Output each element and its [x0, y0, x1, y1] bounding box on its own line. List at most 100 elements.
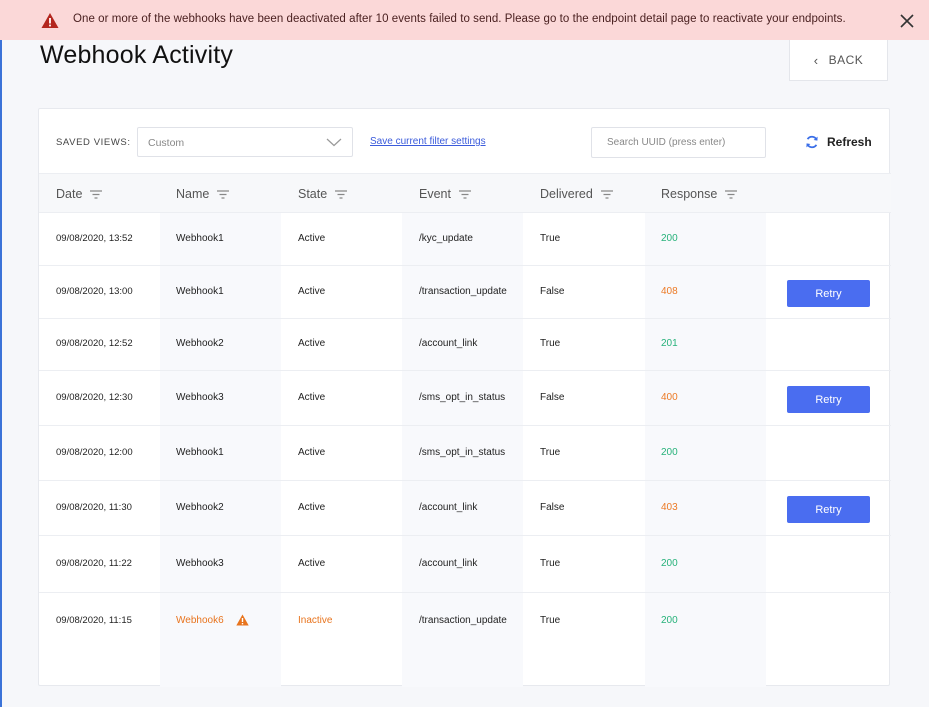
warning-icon [236, 614, 249, 626]
saved-views-select[interactable]: Custom [137, 127, 353, 157]
filter-toolbar: SAVED VIEWS: Custom Save current filter … [39, 109, 891, 173]
cell-response: 201 [661, 338, 678, 349]
column-event[interactable]: Event [419, 187, 471, 201]
filter-icon[interactable] [335, 189, 348, 199]
column-event-label: Event [419, 187, 451, 201]
cell-response: 200 [661, 233, 678, 244]
table-row: 09/08/2020, 13:00 Webhook1 Active/transact… [39, 266, 891, 319]
window-edge [0, 0, 2, 707]
cell-date: 09/08/2020, 12:30 [56, 392, 133, 403]
saved-views-value: Custom [148, 137, 185, 149]
cell-delivered: False [540, 392, 565, 403]
cell-name[interactable]: Webhook1 [176, 447, 224, 458]
event-column-shade [402, 213, 523, 687]
cell-delivered: True [540, 558, 561, 569]
cell-state: Active [298, 558, 326, 569]
saved-views-label: SAVED VIEWS: [56, 137, 131, 148]
back-label: BACK [828, 53, 864, 67]
cell-response: 200 [661, 447, 678, 458]
cell-state: Active [298, 233, 326, 244]
cell-state: Active [298, 447, 326, 458]
cell-state: Active [298, 502, 326, 513]
table-row: 09/08/2020, 11:30 Webhook2 Active/account_… [39, 481, 891, 536]
column-name[interactable]: Name [176, 187, 230, 201]
cell-state: Active [298, 286, 326, 297]
table-header: Date Name State Event Delivered Response [39, 173, 891, 213]
cell-event: /kyc_update [419, 233, 473, 244]
cell-delivered: False [540, 286, 565, 297]
cell-delivered: False [540, 502, 565, 513]
cell-name[interactable]: Webhook1 [176, 286, 224, 297]
retry-button[interactable]: Retry [787, 386, 870, 413]
cell-delivered: True [540, 233, 561, 244]
cell-name[interactable]: Webhook2 [176, 502, 224, 513]
column-date[interactable]: Date [56, 187, 103, 201]
table-row: 09/08/2020, 11:15 Webhook6 Inactive/transa… [39, 593, 891, 687]
column-state[interactable]: State [298, 187, 348, 201]
response-column-shade [645, 213, 766, 687]
cell-response: 403 [661, 502, 678, 513]
cell-name[interactable]: Webhook3 [176, 558, 224, 569]
cell-response: 200 [661, 615, 678, 626]
table-row: 09/08/2020, 12:30 Webhook3 Active/sms_opt_… [39, 371, 891, 426]
cell-date: 09/08/2020, 11:15 [56, 615, 132, 626]
cell-name[interactable]: Webhook6 [176, 615, 224, 626]
cell-event: /transaction_update [419, 286, 507, 297]
column-response[interactable]: Response [661, 187, 738, 201]
filter-icon[interactable] [217, 189, 230, 199]
refresh-icon [806, 135, 818, 149]
table-row: 09/08/2020, 12:00 Webhook1 Active/sms_opt_… [39, 426, 891, 481]
table-row: 09/08/2020, 12:52 Webhook2 Active/account_… [39, 319, 891, 371]
cell-date: 09/08/2020, 13:00 [56, 286, 133, 297]
cell-response: 200 [661, 558, 678, 569]
cell-date: 09/08/2020, 12:52 [56, 338, 133, 349]
table-row: 09/08/2020, 11:22 Webhook3 Active/account_… [39, 536, 891, 593]
cell-delivered: True [540, 447, 561, 458]
filter-icon[interactable] [90, 189, 103, 199]
cell-date: 09/08/2020, 12:00 [56, 447, 133, 458]
save-filter-link[interactable]: Save current filter settings [370, 136, 486, 147]
cell-date: 09/08/2020, 11:30 [56, 502, 132, 513]
cell-name[interactable]: Webhook2 [176, 338, 224, 349]
deactivation-banner: One or more of the webhooks have been de… [0, 0, 929, 40]
filter-icon[interactable] [600, 189, 613, 199]
cell-name[interactable]: Webhook3 [176, 392, 224, 403]
close-icon[interactable] [899, 13, 915, 29]
cell-event: /account_link [419, 338, 478, 349]
back-button[interactable]: ‹ BACK [789, 40, 888, 81]
retry-button[interactable]: Retry [787, 496, 870, 523]
cell-state: Active [298, 392, 326, 403]
column-delivered-label: Delivered [540, 187, 593, 201]
retry-button[interactable]: Retry [787, 280, 870, 307]
column-response-label: Response [661, 187, 718, 201]
cell-date: 09/08/2020, 13:52 [56, 233, 133, 244]
cell-name[interactable]: Webhook1 [176, 233, 224, 244]
cell-event: /transaction_update [419, 615, 507, 626]
cell-event: /account_link [419, 502, 478, 513]
column-delivered[interactable]: Delivered [540, 187, 613, 201]
chevron-left-icon: ‹ [813, 52, 819, 68]
cell-state: Active [298, 338, 326, 349]
column-state-label: State [298, 187, 328, 201]
warning-icon [41, 13, 59, 28]
cell-response: 400 [661, 392, 678, 403]
cell-response: 408 [661, 286, 678, 297]
cell-date: 09/08/2020, 11:22 [56, 558, 132, 569]
cell-event: /sms_opt_in_status [419, 447, 506, 458]
column-date-label: Date [56, 187, 83, 201]
chevron-down-icon [326, 138, 342, 147]
cell-delivered: True [540, 615, 561, 626]
table-row: 09/08/2020, 13:52 Webhook1 Active/kyc_upda… [39, 213, 891, 266]
cell-event: /account_link [419, 558, 478, 569]
cell-event: /sms_opt_in_status [419, 392, 506, 403]
cell-state: Inactive [298, 615, 333, 626]
name-column-shade [160, 213, 281, 687]
filter-icon[interactable] [725, 189, 738, 199]
cell-delivered: True [540, 338, 561, 349]
page-title: Webhook Activity [40, 41, 234, 69]
filter-icon[interactable] [458, 189, 471, 199]
refresh-label: Refresh [827, 135, 872, 149]
refresh-button[interactable]: Refresh [805, 135, 872, 149]
activity-card: SAVED VIEWS: Custom Save current filter … [38, 108, 891, 687]
search-uuid-input[interactable] [591, 127, 766, 158]
